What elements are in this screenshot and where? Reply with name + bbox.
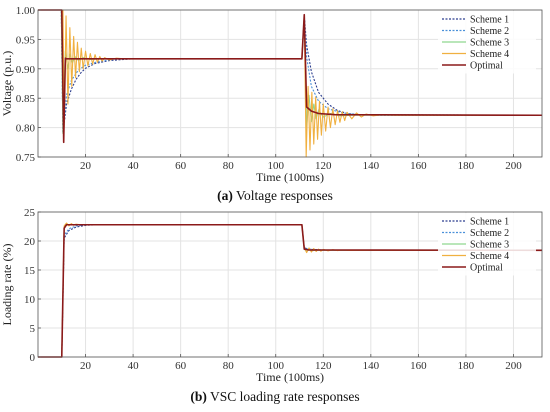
x-tick-label: 60	[175, 160, 187, 172]
caption-tag: (b)	[190, 389, 207, 404]
x-axis-label: Time (100ms)	[256, 370, 324, 384]
x-tick-label: 80	[223, 160, 235, 172]
x-tick-label: 140	[363, 360, 380, 372]
caption-text: Voltage responses	[233, 188, 333, 203]
x-tick-label: 120	[315, 360, 332, 372]
legend-label: Scheme 4	[470, 251, 509, 262]
y-tick-label: 15	[24, 265, 36, 277]
panel-caption: (a) Voltage responses	[217, 188, 333, 203]
x-tick-label: 140	[363, 160, 380, 172]
x-tick-label: 60	[175, 360, 187, 372]
x-tick-label: 160	[410, 360, 427, 372]
x-axis-label: Time (100ms)	[256, 170, 324, 184]
legend-label: Scheme 2	[470, 26, 509, 37]
y-tick-label: 25	[24, 207, 36, 219]
legend-label: Optimal	[470, 61, 503, 72]
chart-panel-2: 20 40 60 80 100 120 140 160 180 200 0 5 10 15 20 25 Time…	[0, 207, 543, 404]
x-tick-label: 120	[315, 160, 332, 172]
chart-panel-1: 20 40 60 80 100 120 140 160 180 200 0.75 0.80 0.85 0.…	[0, 5, 543, 203]
series-line-optimal	[38, 9, 543, 144]
y-tick-label: 0.80	[16, 123, 36, 135]
x-tick-label: 100	[267, 160, 284, 172]
x-tick-label: 40	[128, 160, 140, 172]
axes-frame	[37, 211, 543, 358]
legend-label: Scheme 1	[470, 15, 509, 26]
x-tick-label: 180	[458, 160, 475, 172]
panel-caption: (b) VSC loading rate responses	[190, 389, 359, 404]
x-tick-label: 80	[223, 360, 235, 372]
y-tick-label: 20	[24, 236, 36, 248]
x-tick-label: 20	[80, 160, 92, 172]
axes-frame	[37, 9, 543, 158]
y-axis-label: Voltage (p.u.)	[0, 51, 14, 116]
y-tick-label: 0.85	[16, 93, 36, 105]
x-tick-label: 180	[458, 360, 475, 372]
x-tick-label: 40	[128, 360, 140, 372]
legend-label: Scheme 3	[470, 240, 509, 251]
y-tick-label: 0	[30, 352, 36, 364]
legend-label: Scheme 1	[470, 217, 509, 228]
caption-tag: (a)	[217, 188, 233, 203]
legend-label: Scheme 2	[470, 228, 509, 239]
legend-label: Scheme 4	[470, 49, 509, 60]
y-tick-label: 5	[30, 323, 36, 335]
y-axis-label: Loading rate (%)	[0, 244, 14, 326]
legend-label: Optimal	[470, 263, 503, 274]
x-tick-label: 200	[505, 360, 522, 372]
y-tick-label: 10	[24, 294, 36, 306]
x-tick-label: 100	[267, 360, 284, 372]
y-tick-label: 0.95	[16, 34, 36, 46]
y-tick-label: 0.90	[16, 64, 36, 76]
y-tick-label: 0.75	[16, 152, 36, 164]
series-line-optimal	[38, 223, 543, 358]
y-tick-label: 1.00	[16, 5, 36, 17]
x-tick-label: 20	[80, 360, 92, 372]
x-tick-label: 160	[410, 160, 427, 172]
legend-label: Scheme 3	[470, 38, 509, 49]
x-tick-label: 200	[505, 160, 522, 172]
caption-text: VSC loading rate responses	[207, 389, 360, 404]
